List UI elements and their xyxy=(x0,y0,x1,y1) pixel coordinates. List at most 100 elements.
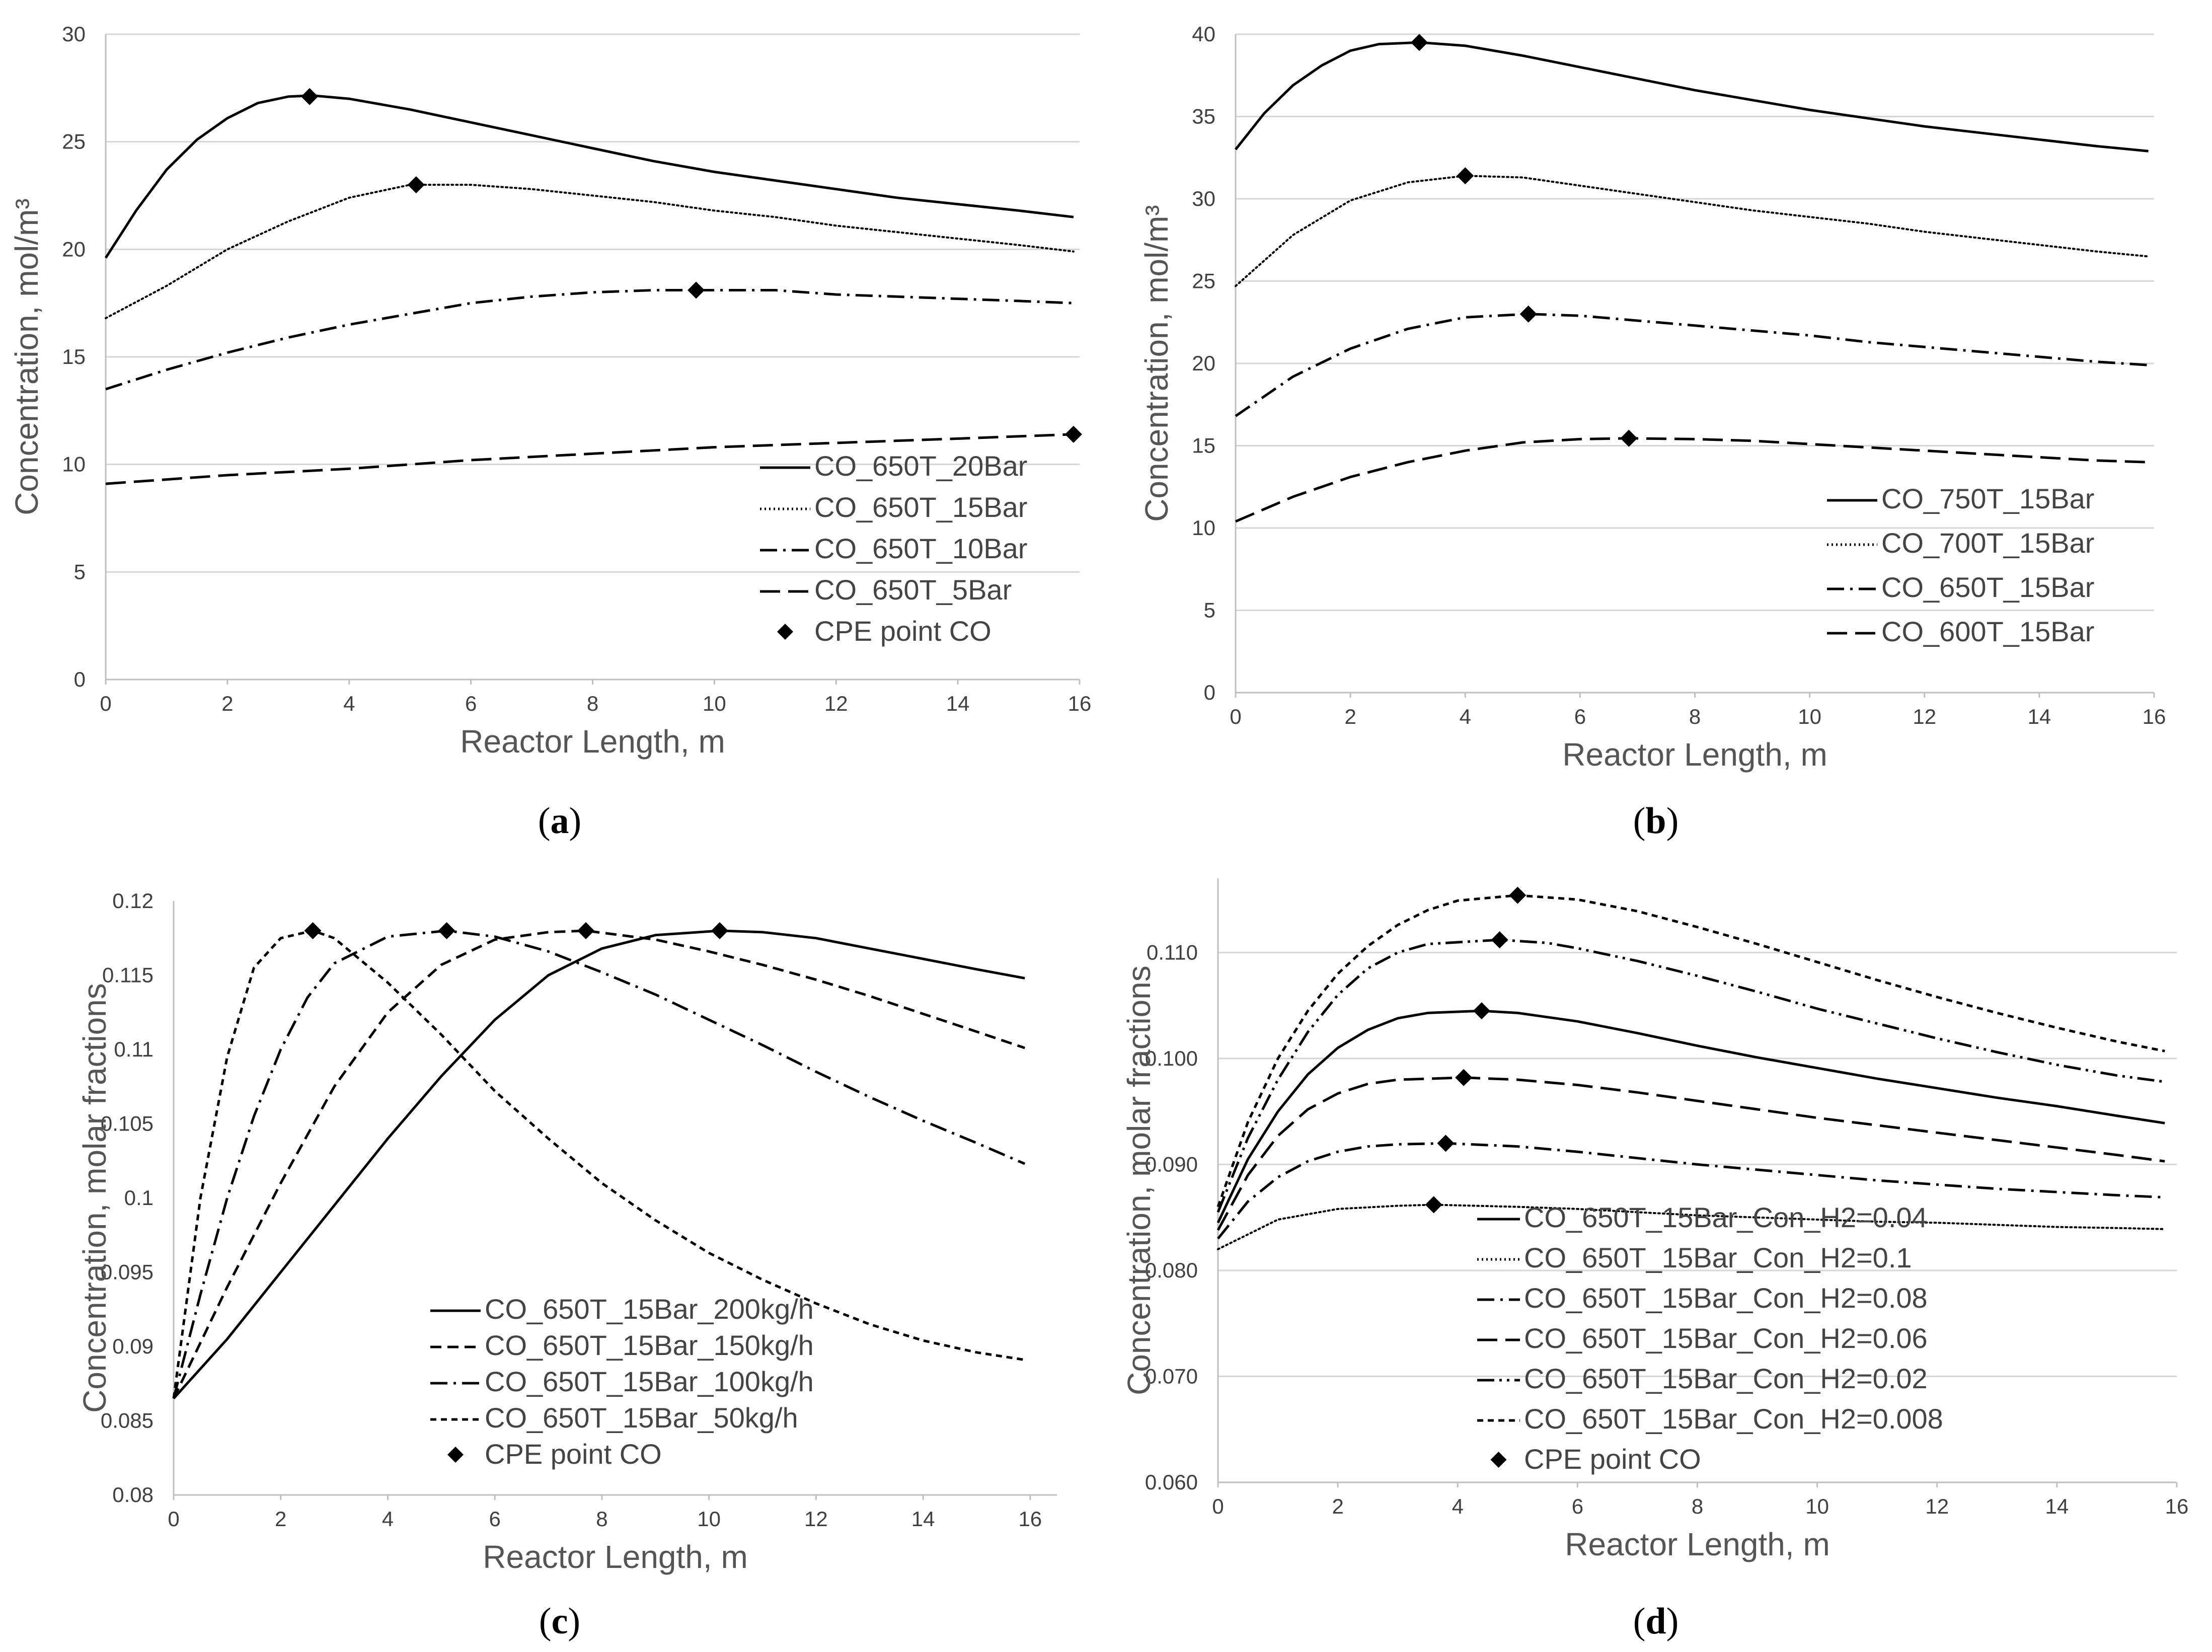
series-line-d-2 xyxy=(1217,1142,2165,1240)
y-tick-label: 20 xyxy=(62,237,86,261)
y-tick-label: 25 xyxy=(62,130,86,154)
y-tick-label: 0.09 xyxy=(112,1334,154,1358)
chart-panel-a: 0 5 10 15 20 25 30 0 2 4 6 8 10 12 14 16 Reactor Length,… xyxy=(9,22,1091,842)
x-tick-label: 10 xyxy=(1798,705,1821,728)
cpe-point-marker xyxy=(1509,886,1527,904)
cpe-point-marker xyxy=(1620,429,1638,447)
x-tick-label: 6 xyxy=(465,692,477,715)
x-tick-label: 4 xyxy=(382,1507,394,1531)
series-line-b-0 xyxy=(1235,41,2149,153)
legend-entry: CO_650T_15Bar_Con_H2=0.06 xyxy=(1524,1322,1928,1354)
y-tick-label: 0.085 xyxy=(101,1409,154,1433)
legend-entry: CO_700T_15Bar xyxy=(1881,527,2094,559)
y-tick-label: 0.110 xyxy=(1147,940,1198,964)
cpe-point-marker xyxy=(1491,931,1508,949)
x-tick-label: 0 xyxy=(100,692,111,715)
caption-part: ( xyxy=(1633,800,1646,842)
y-tick-label: 0.08 xyxy=(112,1483,154,1507)
caption-part: ) xyxy=(1666,1601,1679,1642)
legend-entry: CO_650T_15Bar_Con_H2=0.008 xyxy=(1524,1403,1943,1435)
x-tick-label: 0 xyxy=(1212,1494,1224,1518)
panel-caption-a: (a) xyxy=(538,800,581,842)
y-tick-label: 0.105 xyxy=(101,1112,154,1136)
x-tick-label: 0 xyxy=(1230,705,1241,728)
x-tick-label: 2 xyxy=(221,692,233,715)
legend-b: CO_750T_15Bar CO_700T_15Bar CO_650T_15Bar C… xyxy=(1827,483,2094,647)
series-line-d-3 xyxy=(1216,1076,2165,1231)
y-tick-label: 25 xyxy=(1192,269,1215,293)
panel-caption-b: (b) xyxy=(1633,800,1679,842)
x-tick-label: 8 xyxy=(1692,1494,1703,1518)
series-line-d-4 xyxy=(1216,938,2165,1213)
x-tick-label: 14 xyxy=(946,692,970,715)
x-tick-label: 2 xyxy=(1344,705,1356,728)
series-line-c-3 xyxy=(172,929,1025,1399)
series-line-c-1 xyxy=(172,929,1026,1399)
x-axis-title: Reactor Length, m xyxy=(1562,736,1827,773)
cpe-point-marker xyxy=(407,176,425,194)
legend-entry: CO_650T_15Bar_200kg/h xyxy=(485,1293,814,1325)
caption-part: ( xyxy=(1633,1601,1646,1642)
cpe-point-marker xyxy=(1411,34,1428,51)
legend-a: CO_650T_20Bar CO_650T_15Bar CO_650T_10Bar C… xyxy=(760,450,1027,647)
legend-entry: CO_650T_20Bar xyxy=(814,450,1027,482)
x-tick-label: 0 xyxy=(168,1507,179,1531)
x-tick-label: 2 xyxy=(275,1507,286,1531)
y-tick-label: 0.060 xyxy=(1145,1470,1198,1494)
y-axis-title: Concentration, mol/m³ xyxy=(9,198,45,515)
chart-panel-d: 0.060 0.070 0.080 0.090 0.100 0.110 0 2 4 6 8 10 12 1… xyxy=(1121,878,2188,1642)
y-axis-title: Concentration, molar fractions xyxy=(77,983,113,1413)
x-tick-label: 16 xyxy=(1018,1507,1042,1531)
caption-part: ) xyxy=(569,800,582,842)
x-tick-label: 4 xyxy=(1460,705,1471,728)
x-tick-label: 14 xyxy=(2045,1494,2069,1518)
caption-part: ) xyxy=(568,1601,580,1642)
y-tick-label: 10 xyxy=(1192,516,1215,540)
x-tick-label: 2 xyxy=(1332,1494,1343,1518)
legend-entry: CPE point CO xyxy=(1524,1443,1701,1475)
cpe-point-marker xyxy=(1064,425,1082,443)
legend-diamond xyxy=(1490,1452,1507,1468)
legend-entry: CPE point CO xyxy=(814,615,991,647)
caption-part: a xyxy=(551,800,569,842)
y-tick-label: 30 xyxy=(1192,187,1215,210)
x-tick-label: 14 xyxy=(911,1507,935,1531)
panel-caption-c: (c) xyxy=(539,1601,580,1642)
caption-part: ) xyxy=(1666,800,1679,842)
x-tick-label: 16 xyxy=(2143,705,2166,728)
x-tick-label: 10 xyxy=(703,692,726,715)
cpe-point-marker xyxy=(301,88,319,105)
cpe-point-marker xyxy=(688,281,705,299)
x-tick-label: 10 xyxy=(697,1507,721,1531)
cpe-point-marker xyxy=(577,922,594,939)
cpe-point-marker xyxy=(1473,1002,1490,1020)
series-line-c-2 xyxy=(172,929,1026,1399)
y-tick-label: 40 xyxy=(1192,22,1215,46)
y-tick-label: 5 xyxy=(74,560,86,583)
y-axis-title: Concentration, molar fractions xyxy=(1121,965,1157,1395)
y-tick-label: 0.100 xyxy=(1145,1046,1198,1070)
legend-entry: CO_650T_15Bar_50kg/h xyxy=(485,1402,798,1434)
series-line-a-3 xyxy=(105,433,1074,485)
x-tick-label: 12 xyxy=(1913,705,1936,728)
cpe-point-marker xyxy=(1519,305,1537,323)
x-axis-title: Reactor Length, m xyxy=(460,723,725,760)
y-tick-label: 0 xyxy=(74,667,86,691)
x-tick-label: 6 xyxy=(489,1507,501,1531)
series-line-a-1 xyxy=(105,184,1075,320)
y-tick-label: 35 xyxy=(1192,105,1215,128)
y-tick-label: 0.11 xyxy=(114,1037,154,1061)
series-line-d-5 xyxy=(1216,894,2165,1208)
cpe-point-marker xyxy=(1457,167,1474,185)
cpe-point-marker xyxy=(711,922,728,939)
x-tick-label: 8 xyxy=(1689,705,1701,728)
legend-entry: CO_650T_15Bar_Con_H2=0.04 xyxy=(1524,1202,1928,1233)
y-tick-label: 0.12 xyxy=(112,889,154,913)
legend-entry: CO_650T_5Bar xyxy=(814,574,1012,606)
cpe-point-marker xyxy=(1425,1196,1442,1214)
legend-entry: CO_650T_15Bar_Con_H2=0.1 xyxy=(1524,1242,1912,1273)
x-tick-label: 6 xyxy=(1572,1494,1583,1518)
x-tick-label: 8 xyxy=(596,1507,607,1531)
cpe-point-marker xyxy=(304,922,322,939)
x-tick-label: 4 xyxy=(1452,1494,1464,1518)
